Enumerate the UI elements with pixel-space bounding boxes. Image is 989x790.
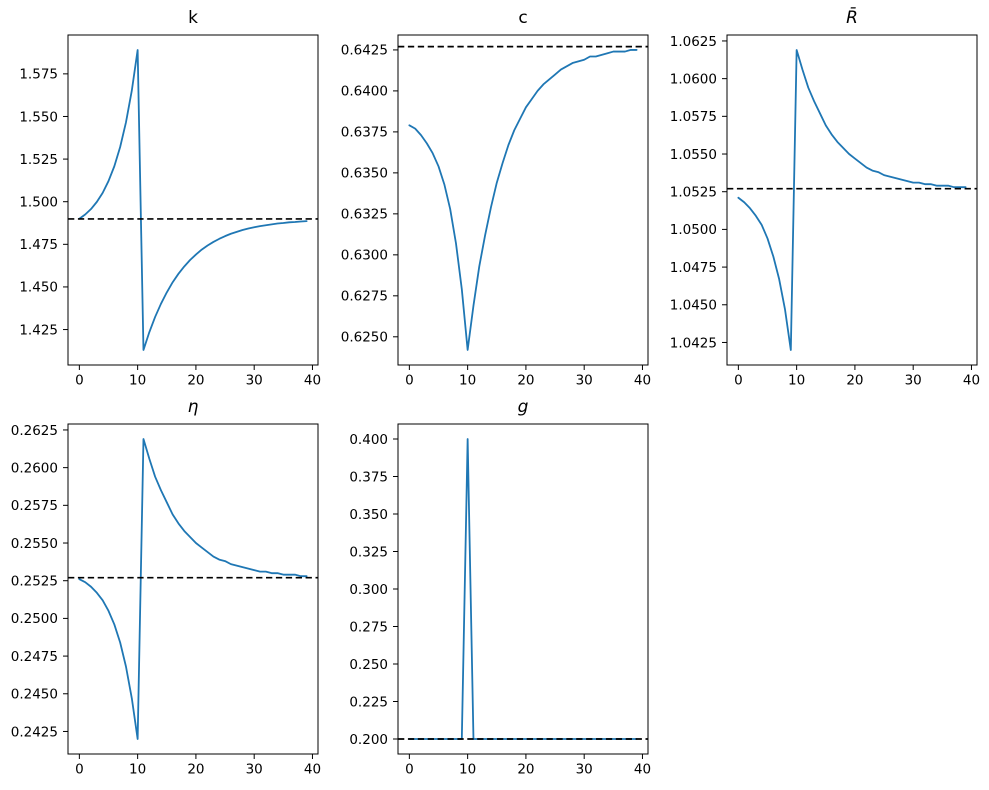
y-tick-label-R_bar: 1.0550 (670, 147, 717, 163)
y-tick-label-c: 0.6400 (341, 84, 388, 100)
y-tick-label-g: 0.400 (349, 432, 388, 448)
x-tick-label-eta: 0 (75, 762, 84, 778)
y-tick-label-g: 0.300 (349, 582, 388, 598)
x-tick-label-R_bar: 10 (788, 373, 805, 389)
y-tick-label-c: 0.6300 (341, 248, 388, 264)
y-tick-label-R_bar: 1.0600 (670, 71, 717, 87)
series-line-c (408, 49, 638, 351)
x-tick-label-k: 20 (187, 373, 204, 389)
y-tick-label-eta: 0.2425 (11, 724, 58, 740)
series-line-g (408, 438, 638, 740)
y-tick-label-R_bar: 1.0475 (670, 260, 717, 276)
x-tick-label-k: 40 (304, 373, 321, 389)
x-tick-label-R_bar: 0 (734, 373, 743, 389)
y-tick-label-c: 0.6425 (341, 43, 388, 59)
y-tick-label-k: 1.550 (19, 109, 58, 125)
y-tick-label-eta: 0.2550 (11, 536, 58, 552)
axes-frame-k (67, 34, 319, 366)
y-tick-label-g: 0.275 (349, 619, 388, 635)
y-tick-label-R_bar: 1.0450 (670, 298, 717, 314)
x-tick-label-g: 40 (634, 762, 651, 778)
y-tick-label-eta: 0.2475 (11, 649, 58, 665)
y-tick-label-k: 1.525 (19, 152, 58, 168)
y-tick-label-eta: 0.2500 (11, 611, 58, 627)
axes-frame-g (397, 423, 649, 755)
y-tick-label-c: 0.6325 (341, 207, 388, 223)
x-tick-label-eta: 20 (187, 762, 204, 778)
y-tick-label-R_bar: 1.0500 (670, 222, 717, 238)
x-tick-label-c: 40 (634, 373, 651, 389)
axes-frame-c (397, 34, 649, 366)
subplot-title-k: k (188, 8, 198, 28)
y-tick-label-eta: 0.2600 (11, 460, 58, 476)
y-tick-label-k: 1.475 (19, 237, 58, 253)
axes-frame-R_bar (726, 34, 978, 366)
x-tick-label-k: 0 (75, 373, 84, 389)
y-tick-label-g: 0.225 (349, 694, 388, 710)
y-tick-label-eta: 0.2575 (11, 498, 58, 514)
x-tick-label-g: 10 (459, 762, 476, 778)
y-tick-label-k: 1.500 (19, 195, 58, 211)
x-tick-label-eta: 10 (129, 762, 146, 778)
subplot-title-c: c (518, 8, 528, 28)
x-tick-label-R_bar: 30 (905, 373, 922, 389)
series-line-k (78, 49, 308, 351)
x-tick-label-eta: 30 (246, 762, 263, 778)
y-tick-label-c: 0.6375 (341, 125, 388, 141)
x-tick-label-k: 10 (129, 373, 146, 389)
x-tick-label-k: 30 (246, 373, 263, 389)
x-tick-label-c: 20 (517, 373, 534, 389)
y-tick-label-g: 0.250 (349, 657, 388, 673)
x-tick-label-c: 0 (405, 373, 414, 389)
x-tick-label-g: 20 (517, 762, 534, 778)
y-tick-label-eta: 0.2625 (11, 423, 58, 439)
y-tick-label-eta: 0.2450 (11, 687, 58, 703)
axes-frame-eta (67, 423, 319, 755)
y-tick-label-R_bar: 1.0575 (670, 109, 717, 125)
x-tick-label-R_bar: 40 (963, 373, 980, 389)
subplot-title-r-bar: R̄ (846, 8, 858, 28)
series-line-R_bar (737, 49, 967, 351)
y-tick-label-g: 0.375 (349, 469, 388, 485)
subplot-title-eta: η (187, 397, 199, 417)
x-tick-label-g: 30 (576, 762, 593, 778)
y-tick-label-R_bar: 1.0525 (670, 185, 717, 201)
y-tick-label-g: 0.350 (349, 507, 388, 523)
y-tick-label-k: 1.425 (19, 322, 58, 338)
x-tick-label-eta: 40 (304, 762, 321, 778)
series-line-eta (78, 438, 308, 740)
x-tick-label-c: 30 (576, 373, 593, 389)
y-tick-label-c: 0.6350 (341, 166, 388, 182)
x-tick-label-R_bar: 20 (846, 373, 863, 389)
y-tick-label-k: 1.575 (19, 67, 58, 83)
x-tick-label-g: 0 (405, 762, 414, 778)
y-tick-label-R_bar: 1.0625 (670, 34, 717, 50)
y-tick-label-k: 1.450 (19, 280, 58, 296)
x-tick-label-c: 10 (459, 373, 476, 389)
y-tick-label-c: 0.6250 (341, 330, 388, 346)
y-tick-label-eta: 0.2525 (11, 574, 58, 590)
y-tick-label-g: 0.200 (349, 732, 388, 748)
y-tick-label-R_bar: 1.0425 (670, 335, 717, 351)
y-tick-label-g: 0.325 (349, 544, 388, 560)
subplot-title-g: g (517, 397, 529, 417)
y-tick-label-c: 0.6275 (341, 289, 388, 305)
